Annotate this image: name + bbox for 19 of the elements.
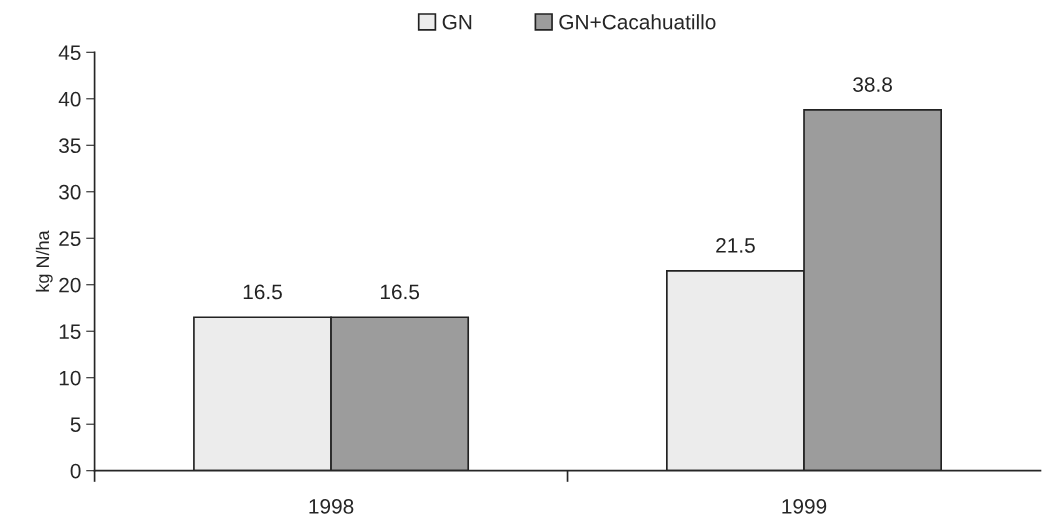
x-tick-label: 1999 (782, 499, 827, 514)
y-tick-label: 30 (59, 184, 81, 200)
y-tick-label: 45 (58, 45, 81, 61)
y-tick-label: 40 (58, 91, 81, 107)
data-label: 16.5 (243, 284, 282, 300)
y-tick-label: 25 (59, 231, 81, 247)
legend-label: GN (442, 14, 472, 30)
y-tick-label: 5 (70, 417, 81, 432)
y-tick-label: 10 (59, 370, 81, 386)
y-tick-label: 35 (59, 138, 81, 154)
y-axis-title: kg N/ha (35, 230, 53, 292)
y-tick-label: 15 (59, 324, 81, 339)
y-tick-label: 0 (70, 463, 81, 479)
data-label: 38.8 (853, 77, 892, 92)
data-label: 21.5 (716, 238, 755, 253)
data-label: 16.5 (380, 284, 420, 300)
legend-label: GN+Cacahuatillo (559, 14, 716, 30)
x-tick-label: 1998 (309, 499, 354, 514)
y-tick-label: 20 (59, 277, 81, 293)
